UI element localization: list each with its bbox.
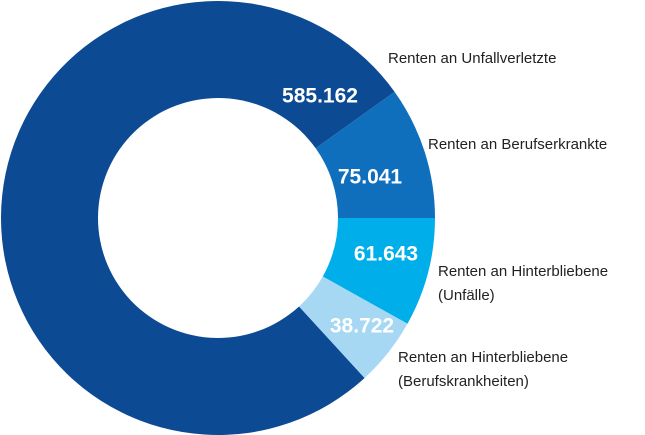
category-label: Renten an Hinterbliebene (Berufskrankhei…	[398, 349, 569, 390]
donut-segment	[1, 1, 395, 435]
value-label: 75.041	[338, 166, 403, 189]
value-label: 38.722	[330, 315, 394, 338]
donut-segment	[299, 276, 408, 379]
value-label: 585.162	[282, 85, 358, 108]
donut-segment	[322, 218, 435, 324]
value-label: 61.643	[354, 243, 418, 266]
category-label: Renten an Hinterbliebene (Unfälle)	[438, 263, 609, 304]
category-label: Renten an Berufserkrankte	[428, 136, 608, 153]
category-label: Renten an Unfallverletzte	[388, 50, 557, 67]
donut-segment	[315, 91, 435, 218]
